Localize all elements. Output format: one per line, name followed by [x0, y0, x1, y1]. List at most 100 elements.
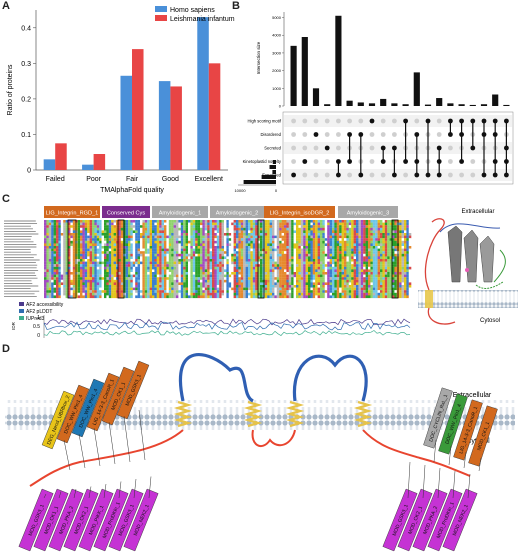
panel-b-ytick-label: 2000 [272, 68, 282, 73]
panel-a-xtick-label: Fair [126, 176, 139, 183]
panel-b-matrix-dot [336, 145, 341, 151]
panel-b-ytick-label: 0 [279, 104, 282, 109]
panel-b-ytick-label: 4000 [272, 33, 282, 38]
panel-a-ytick-label: 0.1 [21, 132, 31, 139]
conserved-column-box [391, 219, 399, 299]
panel-b-intersection-bar [492, 94, 499, 106]
panel-b-intersection-bar [458, 104, 465, 106]
panel-b-matrix-dot [291, 132, 296, 137]
panel-b-matrix-dot [414, 118, 420, 124]
panel-b-set-size-bar [272, 170, 276, 174]
panel-b-matrix-dot [302, 159, 308, 164]
panel-a-bar-leishmania-failed [55, 143, 67, 170]
panel-b-intersection-bar [503, 104, 510, 106]
panel-c-tm-helix [425, 290, 433, 308]
panel-b-matrix-dot [313, 118, 319, 124]
panel-a-bar-leishmania-excellent [208, 63, 221, 171]
track-af2-accessibility [43, 318, 411, 326]
panel-b-ytick-label: 3000 [272, 50, 282, 55]
legend-swatch-leishmania [155, 15, 167, 21]
panel-c-alignment: LIG_Integrin_RGD_1 Conserved Cys Amyloidog… [4, 206, 518, 339]
conserved-column-box [67, 219, 77, 299]
legend-swatch-homo-sapiens [155, 6, 167, 12]
panel-b-matrix-dot [291, 159, 296, 164]
panel-b-set-label: Secreted [264, 146, 281, 151]
panel-a-ylabel: Ratio of proteins [7, 64, 14, 115]
panel-b-intersection-bar [402, 104, 409, 106]
panel-b-intersection-bar [346, 100, 353, 106]
panel-b-matrix-dot [291, 145, 296, 151]
legend-label-leishmania: Leishmania infantum [170, 16, 235, 23]
panel-b-matrix-dot [302, 118, 308, 124]
motif-box [338, 206, 398, 218]
panel-b-matrix-dot [448, 172, 453, 178]
panel-b-matrix-dot [380, 172, 386, 178]
panel-b-set-label: Disordered [261, 132, 282, 137]
track-iupred3 [43, 330, 411, 336]
panel-b-set-size-bar [272, 160, 276, 164]
panel-b-matrix-dot [436, 132, 442, 137]
panel-b-intersection-bar [447, 103, 454, 106]
intracellular-loop [251, 429, 296, 448]
panel-b-set-size-bar [261, 175, 276, 179]
panel-a-bar-leishmania-good [170, 86, 182, 170]
panel-b-set-label: High scoring motif [247, 119, 281, 124]
panel-letter-b: B [232, 0, 240, 12]
panel-d-extracellular-label: Extracellular [453, 392, 492, 399]
panel-b-matrix-dot [448, 145, 453, 151]
motif-box [102, 206, 150, 218]
panel-b-matrix-dot [324, 132, 330, 137]
panel-a-bar-homo-sapiens-good [158, 81, 171, 170]
panel-b-intersection-bar [301, 37, 308, 106]
panel-b-matrix-dot [313, 145, 319, 151]
sequence-alignment [44, 219, 412, 299]
panel-b-matrix-dot [324, 118, 330, 124]
panel-b-matrix-dot [369, 159, 375, 164]
legend-label-homo-sapiens: Homo sapiens [170, 7, 215, 14]
panel-b-matrix-dot [324, 145, 330, 151]
panel-b-ytick-label: 1000 [272, 86, 282, 91]
panel-b-ylabel: Intersection size [256, 41, 261, 74]
panel-b-matrix-dot [470, 172, 476, 178]
motif-box [210, 206, 264, 218]
panel-b-intersection-bar [290, 45, 297, 106]
extracellular-loop-2 [292, 354, 368, 402]
track-legend-iupred3: IUPred3 [26, 316, 45, 322]
panel-b-matrix-dot [459, 172, 464, 178]
panel-b-intersection-bar [436, 98, 443, 106]
panel-b-intersection-bar [380, 98, 387, 106]
panel-b-matrix-dot [436, 118, 442, 124]
track-af2-plddt [43, 321, 411, 331]
panel-b-matrix-frame [282, 111, 514, 185]
panel-letter-c: C [2, 193, 10, 205]
motif-label: Amyloidogenic_2 [216, 211, 259, 217]
panel-b-set-size-bar [243, 180, 276, 184]
panel-b-matrix-dot [392, 132, 397, 137]
panel-b-matrix-dot [302, 172, 308, 178]
panel-b-matrix-dot [313, 159, 319, 164]
panel-b-intersection-bar [424, 104, 432, 106]
panel-c-disorder-tracks: 1 0.5 0 IDR AF2 accessibility AF2 pLDDT … [11, 302, 411, 339]
panel-b-intersection-bar [312, 88, 320, 106]
panel-a-bar-homo-sapiens-excellent [197, 17, 209, 170]
panel-a-xtick-label: Poor [86, 176, 101, 183]
panel-a-legend: Homo sapiens Leishmania infantum [155, 6, 235, 23]
panel-a-xtick-label: Excellent [195, 176, 223, 183]
extracellular-loop-1 [178, 353, 254, 403]
panel-b-matrix-dot [291, 118, 296, 124]
panel-b-matrix-dot [380, 132, 386, 137]
panel-b-matrix-dot [380, 118, 386, 124]
motif-label: Amyloidogenic_1 [159, 211, 202, 217]
panel-b-matrix-dot [448, 159, 453, 164]
panel-a-bar-chart: 0 0.1 0.2 0.3 0.4 Failed Poor Fair Good Excellen… [7, 6, 235, 194]
panel-b-matrix-dot [347, 118, 352, 124]
panel-b-matrix-dot [324, 159, 330, 164]
sequence-name-column [4, 220, 40, 297]
panel-b-matrix-dot [369, 118, 375, 124]
panel-a-ytick-label: 0.4 [21, 25, 31, 32]
panel-b-matrix-dot [313, 172, 319, 178]
panel-a-bar-leishmania-poor [93, 154, 106, 170]
track-tick-1: 1 [37, 315, 40, 321]
panel-b-matrix-dot [347, 172, 352, 178]
